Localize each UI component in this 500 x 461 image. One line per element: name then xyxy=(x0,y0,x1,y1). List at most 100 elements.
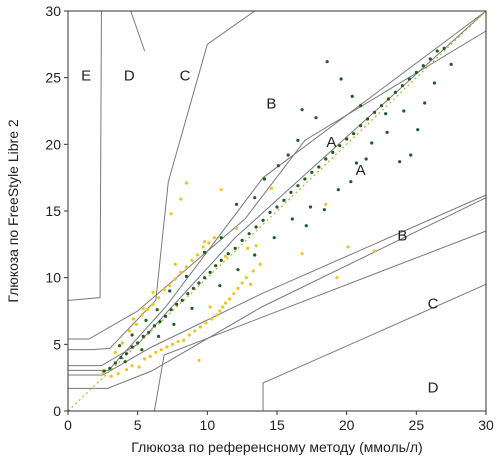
green-data-point xyxy=(214,264,218,268)
green-data-point xyxy=(379,104,384,108)
zone-boundary-line-10 xyxy=(262,283,487,411)
green-data-point xyxy=(364,157,368,161)
yellow-data-point xyxy=(184,265,189,269)
green-data-point xyxy=(365,117,370,121)
x-tick-label: 25 xyxy=(409,417,425,433)
green-data-point xyxy=(324,157,328,161)
data-points xyxy=(101,46,453,378)
zone-boundary-line-3 xyxy=(68,194,487,376)
y-tick-label: 5 xyxy=(53,336,61,352)
x-tick-label: 30 xyxy=(478,417,494,433)
yellow-data-point xyxy=(141,306,145,310)
yellow-data-point xyxy=(269,186,274,190)
yellow-data-point xyxy=(232,292,236,296)
yellow-data-point xyxy=(324,202,328,206)
green-data-point xyxy=(117,344,122,348)
green-data-point xyxy=(272,236,276,240)
green-data-point xyxy=(208,270,212,274)
green-data-point xyxy=(290,217,294,221)
green-data-point xyxy=(393,90,398,94)
green-data-point xyxy=(253,253,257,257)
green-data-point xyxy=(317,165,321,169)
zone-label-d: D xyxy=(124,67,135,84)
y-tick-label: 0 xyxy=(53,403,61,419)
green-data-point xyxy=(339,77,343,81)
yellow-data-point xyxy=(198,325,202,329)
yellow-data-point xyxy=(151,302,155,306)
green-data-point xyxy=(449,62,453,66)
green-data-point xyxy=(409,153,413,157)
zone-label-b: B xyxy=(397,227,407,244)
yellow-data-point xyxy=(207,241,211,245)
yellow-data-point xyxy=(204,321,208,325)
green-data-point xyxy=(432,81,437,85)
green-data-point xyxy=(325,60,329,64)
zone-boundary-line-6 xyxy=(67,10,102,301)
green-data-point xyxy=(310,170,314,174)
yellow-data-point xyxy=(162,288,166,292)
green-data-point xyxy=(354,161,359,165)
yellow-data-point xyxy=(176,340,180,344)
yellow-data-point xyxy=(148,354,152,358)
x-axis-title: Глюкоза по референсному методу (ммоль/л) xyxy=(131,439,422,455)
x-tick-label: 20 xyxy=(339,417,355,433)
yellow-data-point xyxy=(221,305,225,309)
green-data-point xyxy=(308,205,313,209)
yellow-data-point xyxy=(244,276,248,280)
x-axis-ticks: 0 5 10 15 20 25 30 xyxy=(64,411,494,433)
green-data-point xyxy=(175,302,179,306)
y-axis-title: Глюкоза по FreeStyle Libre 2 xyxy=(5,119,21,303)
green-data-point xyxy=(226,252,230,256)
yellow-data-point xyxy=(202,240,207,244)
zone-boundary-line-5 xyxy=(68,30,487,340)
y-axis-ticks: 0 5 10 15 20 25 30 xyxy=(45,3,68,419)
yellow-data-point xyxy=(170,342,175,346)
yellow-data-point xyxy=(124,368,129,372)
green-data-point xyxy=(219,236,223,240)
green-data-point xyxy=(190,306,194,310)
yellow-data-point xyxy=(240,281,244,285)
y-tick-label: 20 xyxy=(45,136,61,152)
x-tick-label: 15 xyxy=(269,417,285,433)
yellow-data-point xyxy=(197,358,201,362)
zone-boundary-line-7 xyxy=(68,10,255,351)
green-data-point xyxy=(218,284,222,288)
zone-label-e: E xyxy=(81,67,91,84)
yellow-data-point xyxy=(169,212,173,216)
x-tick-label: 10 xyxy=(200,417,216,433)
green-data-point xyxy=(102,369,106,373)
yellow-data-point xyxy=(234,226,239,230)
y-tick-label: 30 xyxy=(45,3,61,19)
yellow-data-point xyxy=(187,333,191,337)
green-data-point xyxy=(202,276,207,280)
x-tick-label: 5 xyxy=(134,417,142,433)
green-data-point xyxy=(144,318,148,322)
yellow-data-point xyxy=(184,181,189,185)
green-data-point xyxy=(254,225,258,229)
yellow-data-point xyxy=(109,374,113,378)
green-data-point xyxy=(350,94,354,98)
yellow-data-point xyxy=(116,372,120,376)
yellow-data-point xyxy=(254,244,258,248)
green-data-point xyxy=(338,144,342,148)
y-tick-label: 15 xyxy=(45,203,61,219)
yellow-data-point xyxy=(156,296,161,300)
yellow-data-point xyxy=(130,364,134,368)
green-data-point xyxy=(416,128,420,132)
green-data-point xyxy=(184,274,189,278)
green-data-point xyxy=(236,268,240,272)
green-data-point xyxy=(147,330,151,334)
green-data-point xyxy=(202,250,207,254)
yellow-data-point xyxy=(165,345,169,349)
yellow-data-point xyxy=(300,252,304,256)
green-data-point xyxy=(136,341,140,345)
green-data-point xyxy=(289,190,293,194)
yellow-data-point xyxy=(258,262,262,266)
yellow-data-point xyxy=(201,245,205,249)
zone-label-b: B xyxy=(266,95,276,112)
yellow-data-point xyxy=(151,290,155,294)
yellow-data-point xyxy=(131,317,136,321)
green-data-point xyxy=(304,224,308,228)
green-data-point xyxy=(113,361,117,365)
